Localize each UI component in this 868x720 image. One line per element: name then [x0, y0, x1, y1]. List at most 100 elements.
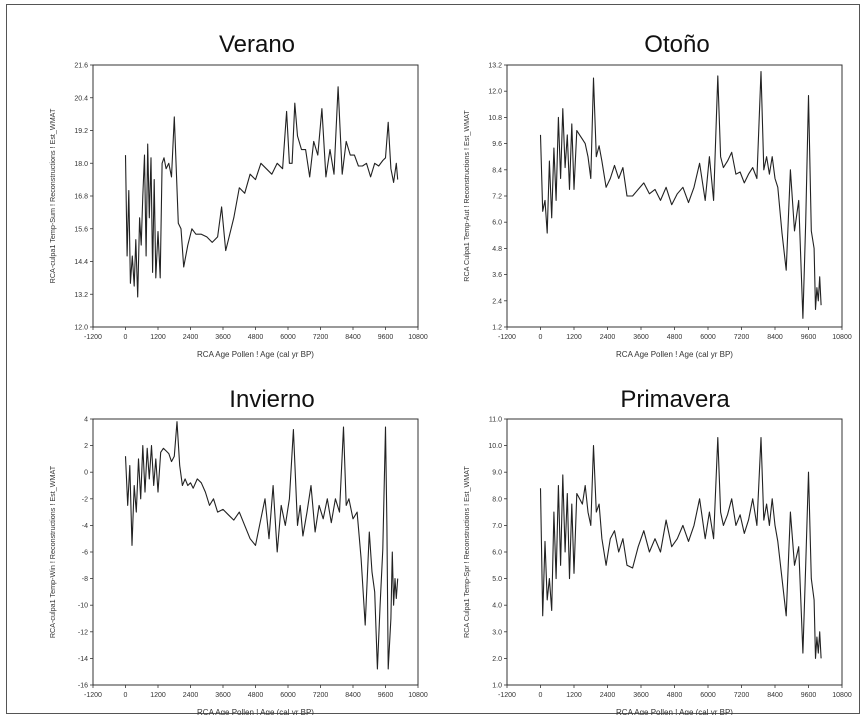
x-tick-label: 0 — [539, 692, 543, 699]
x-tick-label: 1200 — [150, 692, 166, 699]
chart-panel-3: Invierno -1200 0 1200 2400 3600 4800 6000 7200 84… — [48, 386, 428, 717]
x-tick-label: 10800 — [832, 692, 852, 699]
x-tick-label: 7200 — [734, 692, 750, 699]
chart-title: Otoño — [644, 31, 709, 58]
y-tick-label: 20.4 — [74, 95, 88, 102]
y-tick-label: 7.0 — [492, 523, 502, 530]
x-tick-label: 0 — [539, 334, 543, 341]
x-tick-label: 4800 — [248, 334, 264, 341]
x-tick-label: 9600 — [801, 334, 817, 341]
x-tick-label: 8400 — [345, 334, 361, 341]
y-tick-label: 1.0 — [492, 683, 502, 690]
y-tick-label: 5.0 — [492, 576, 502, 583]
y-tick-label: 6.0 — [492, 220, 502, 227]
plot-area — [92, 64, 419, 328]
x-axis-label: RCA Age Pollen ! Age (cal yr BP) — [616, 350, 733, 359]
y-tick-label: 11.0 — [489, 417, 502, 424]
x-tick-label: 6000 — [700, 334, 716, 341]
x-tick-label: 8400 — [345, 692, 361, 699]
y-axis-label: RCA-culpa1 Temp-Sum ! Reconstructions ! … — [48, 108, 57, 283]
x-tick-label: 0 — [124, 334, 128, 341]
x-tick-label: -1200 — [498, 692, 516, 699]
x-tick-label: -1200 — [84, 334, 102, 341]
y-tick-label: 3.6 — [492, 272, 502, 279]
y-tick-label: 16.8 — [74, 194, 88, 201]
y-axis-label: RCA Culpa1 Temp-Spr ! Reconstructions ! … — [462, 465, 471, 637]
y-tick-label: 8.4 — [492, 167, 502, 174]
x-tick-label: 8400 — [767, 334, 783, 341]
x-tick-label: 7200 — [313, 692, 329, 699]
x-tick-label: -1200 — [498, 334, 516, 341]
x-tick-label: -1200 — [84, 692, 102, 699]
y-axis-label: RCA Culpa1 Temp-Aut ! Reconstructions ! … — [462, 110, 471, 282]
y-tick-label: 21.6 — [74, 63, 88, 70]
y-tick-label: 7.2 — [492, 194, 502, 201]
x-tick-label: 1200 — [150, 334, 166, 341]
y-tick-label: 3.0 — [492, 629, 502, 636]
data-line-series-1 — [124, 421, 399, 670]
x-tick-label: 8400 — [767, 692, 783, 699]
y-tick-label: 15.6 — [74, 226, 88, 233]
x-tick-label: 2400 — [183, 692, 199, 699]
x-tick-label: 10800 — [408, 334, 428, 341]
x-axis-label: RCA Age Pollen ! Age (cal yr BP) — [197, 350, 314, 359]
figure-canvas: Verano-1200 0 1200 2400 3600 4800 6000 7200 8400… — [48, 31, 852, 717]
x-tick-label: 2400 — [183, 334, 199, 341]
x-tick-label: 10800 — [832, 334, 852, 341]
data-line-series-1 — [539, 70, 822, 319]
x-axis-label: RCA Age Pollen ! Age (cal yr BP) — [616, 708, 733, 715]
chart-panel-4: Primavera -1200 0 1200 2400 3600 4800 6000 7200 8… — [462, 386, 852, 717]
x-tick-label: 2400 — [600, 692, 616, 699]
y-tick-label: 4.8 — [492, 246, 502, 253]
y-tick-label: 9.6 — [492, 141, 502, 148]
y-tick-label: 13.2 — [488, 63, 502, 70]
y-tick-label: -6 — [82, 550, 88, 557]
y-tick-label: -4 — [82, 523, 88, 530]
figure-frame: Verano -1200 0 1200 2400 3600 4800 6000 7200 8400… — [6, 4, 860, 717]
x-tick-label: 6000 — [280, 334, 296, 341]
y-tick-label: 0 — [84, 470, 88, 477]
x-tick-label: 7200 — [313, 334, 329, 341]
x-tick-label: 3600 — [633, 334, 649, 341]
x-tick-label: 1200 — [566, 334, 582, 341]
y-tick-label: 2 — [84, 443, 88, 450]
data-line-series-1 — [539, 437, 822, 659]
y-tick-label: 10.0 — [488, 443, 502, 450]
y-tick-label: -12 — [78, 629, 88, 636]
y-tick-label: 6.0 — [492, 550, 502, 557]
x-tick-label: 3600 — [215, 334, 231, 341]
x-tick-label: 1200 — [566, 692, 582, 699]
x-tick-label: 3600 — [215, 692, 231, 699]
x-tick-label: 9600 — [801, 692, 817, 699]
y-tick-label: 2.4 — [492, 298, 502, 305]
x-tick-label: 6000 — [700, 692, 716, 699]
y-tick-label: 13.2 — [74, 292, 88, 299]
y-axis-label: RCA-culpa1 Temp-Win ! Reconstructions ! … — [48, 465, 57, 638]
x-tick-label: 0 — [124, 692, 128, 699]
x-tick-label: 4800 — [667, 334, 683, 341]
y-tick-label: -8 — [82, 576, 88, 583]
x-tick-label: 9600 — [378, 334, 394, 341]
x-tick-label: 7200 — [734, 334, 750, 341]
x-tick-label: 2400 — [600, 334, 616, 341]
y-tick-label: 10.8 — [488, 115, 502, 122]
x-tick-label: 6000 — [280, 692, 296, 699]
y-tick-label: 19.2 — [74, 128, 88, 135]
y-tick-label: -14 — [78, 656, 88, 663]
x-tick-label: 4800 — [667, 692, 683, 699]
y-tick-label: -10 — [78, 603, 88, 610]
x-tick-label: 10800 — [408, 692, 428, 699]
y-tick-label: -2 — [82, 496, 88, 503]
chart-panel-2: Otoño -1200 0 1200 2400 3600 4800 6000 7200 8400 9… — [462, 31, 852, 359]
y-tick-label: 18.0 — [74, 161, 88, 168]
x-tick-label: 9600 — [378, 692, 394, 699]
y-tick-label: -16 — [78, 683, 88, 690]
y-tick-label: 12.0 — [74, 325, 88, 332]
y-tick-label: 2.0 — [492, 656, 502, 663]
y-tick-label: 4.0 — [492, 603, 502, 610]
y-tick-label: 8.0 — [492, 496, 502, 503]
y-tick-label: 12.0 — [488, 89, 502, 96]
chart-title: Verano — [219, 31, 295, 58]
chart-title: Invierno — [229, 386, 314, 413]
y-tick-label: 4 — [84, 417, 88, 424]
